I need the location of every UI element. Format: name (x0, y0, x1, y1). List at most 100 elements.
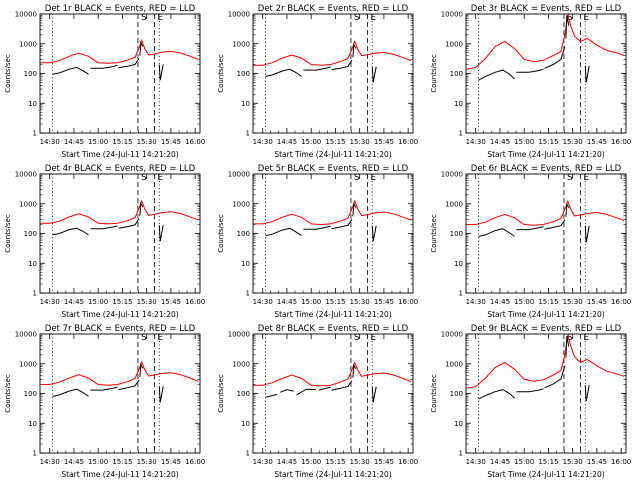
lld-series-line (466, 199, 625, 226)
x-tick-label: 14:45 (64, 298, 84, 306)
end-marker-label: E (583, 13, 589, 23)
x-tick-label: 15:30 (350, 298, 370, 306)
y-tick-label: 100 (450, 70, 463, 78)
x-tick-label: 14:45 (490, 298, 510, 306)
y-tick-label: 10 (28, 100, 37, 108)
x-tick-label: 15:00 (301, 138, 321, 146)
start-marker-label: S (567, 333, 573, 343)
x-tick-label: 15:45 (161, 138, 181, 146)
lld-series-line (465, 14, 625, 70)
x-tick-label: 15:15 (538, 298, 558, 306)
events-series-line (544, 46, 566, 69)
x-tick-label: 15:15 (325, 458, 345, 466)
chart-title: Det 5r BLACK = Events, RED = LLD (258, 164, 409, 174)
start-marker-label: S (567, 173, 573, 183)
events-series-line (516, 226, 544, 231)
chart-svg: Det 3r BLACK = Events, RED = LLD Counts/s… (430, 4, 631, 159)
x-tick-label: 15:45 (374, 458, 394, 466)
events-series-line (118, 379, 140, 391)
x-tick-label: 16:00 (611, 138, 631, 146)
start-marker-label: S (141, 173, 147, 183)
x-tick-label: 15:00 (301, 298, 321, 306)
events-series-line (158, 64, 164, 81)
x-tick-label: 14:30 (466, 458, 486, 466)
events-series-line (265, 227, 302, 237)
y-axis-label: Counts/sec (430, 374, 438, 413)
events-series-line (478, 228, 515, 237)
plot-frame (39, 333, 201, 454)
events-series-line (565, 202, 570, 217)
events-series-line (158, 386, 164, 403)
y-axis-label: Counts/sec (4, 54, 12, 93)
start-marker-label: S (354, 13, 360, 23)
chart-svg: Det 2r BLACK = Events, RED = LLD Counts/s… (217, 4, 418, 159)
lld-series-line (40, 360, 199, 386)
x-tick-label: 16:00 (611, 458, 631, 466)
events-series-line (544, 365, 566, 389)
plot-frame (252, 173, 414, 294)
events-series-line (52, 388, 89, 397)
events-series-line (118, 58, 140, 69)
y-tick-label: 1000 (232, 40, 250, 48)
chart-title: Det 9r BLACK = Events, RED = LLD (471, 324, 622, 334)
end-marker-label: E (370, 13, 376, 23)
chart-panel: Det 9r BLACK = Events, RED = LLD Counts/s… (426, 320, 639, 480)
y-tick-label: 100 (237, 230, 250, 238)
x-axis-label: Start Time (24-Jul-11 14:21:20) (487, 470, 604, 479)
x-tick-label: 15:15 (325, 138, 345, 146)
x-tick-label: 16:00 (611, 298, 631, 306)
x-tick-label: 16:00 (185, 298, 205, 306)
events-series-line (139, 201, 144, 216)
chart-panel: Det 3r BLACK = Events, RED = LLD Counts/s… (426, 0, 639, 160)
events-series-line (478, 389, 515, 400)
chart-svg: Det 7r BLACK = Events, RED = LLD Counts/s… (4, 324, 205, 479)
x-tick-label: 14:45 (64, 458, 84, 466)
events-series-line (352, 42, 357, 58)
x-tick-label: 15:00 (88, 138, 108, 146)
chart-title: Det 7r BLACK = Events, RED = LLD (45, 324, 196, 334)
plot-frame (39, 13, 201, 134)
x-tick-label: 14:45 (490, 138, 510, 146)
y-tick-label: 10000 (228, 11, 250, 19)
end-marker-label: E (157, 173, 163, 183)
x-tick-label: 15:45 (587, 458, 607, 466)
lld-series-line (40, 199, 199, 225)
x-tick-label: 15:45 (587, 138, 607, 146)
plot-frame (465, 333, 627, 454)
x-tick-label: 14:45 (277, 138, 297, 146)
x-tick-label: 16:00 (398, 458, 418, 466)
x-tick-label: 15:00 (88, 458, 108, 466)
lld-series-line (465, 335, 625, 389)
events-series-line (584, 385, 590, 402)
y-tick-label: 10 (241, 100, 250, 108)
events-series-line (544, 219, 566, 230)
x-axis-label: Start Time (24-Jul-11 14:21:20) (274, 150, 391, 159)
y-tick-label: 100 (24, 230, 37, 238)
events-series-line (303, 225, 331, 230)
chart-title: Det 4r BLACK = Events, RED = LLD (45, 164, 196, 174)
x-tick-label: 15:15 (112, 138, 132, 146)
y-tick-label: 10000 (15, 331, 37, 339)
events-series-line (584, 225, 590, 243)
events-series-line (158, 225, 164, 242)
x-tick-label: 14:30 (40, 458, 60, 466)
y-tick-label: 10 (28, 260, 37, 268)
events-series-line (565, 15, 570, 39)
chart-svg: Det 1r BLACK = Events, RED = LLD Counts/s… (4, 4, 205, 159)
x-tick-label: 14:30 (40, 138, 60, 146)
x-axis-label: Start Time (24-Jul-11 14:21:20) (487, 150, 604, 159)
lld-series-line (253, 361, 412, 387)
y-tick-label: 1 (33, 130, 37, 138)
chart-panel: Det 6r BLACK = Events, RED = LLD Counts/s… (426, 160, 639, 320)
x-tick-label: 16:00 (185, 458, 205, 466)
x-axis-label: Start Time (24-Jul-11 14:21:20) (487, 310, 604, 319)
chart-svg: Det 4r BLACK = Events, RED = LLD Counts/s… (4, 164, 205, 319)
y-tick-label: 1000 (19, 40, 37, 48)
y-axis-label: Counts/sec (217, 54, 225, 93)
x-tick-label: 15:15 (538, 458, 558, 466)
plot-frame (252, 333, 414, 454)
chart-panel: Det 5r BLACK = Events, RED = LLD Counts/s… (213, 160, 426, 320)
y-axis-label: Counts/sec (430, 214, 438, 253)
y-tick-label: 1000 (19, 360, 37, 368)
events-series-line (265, 393, 278, 398)
